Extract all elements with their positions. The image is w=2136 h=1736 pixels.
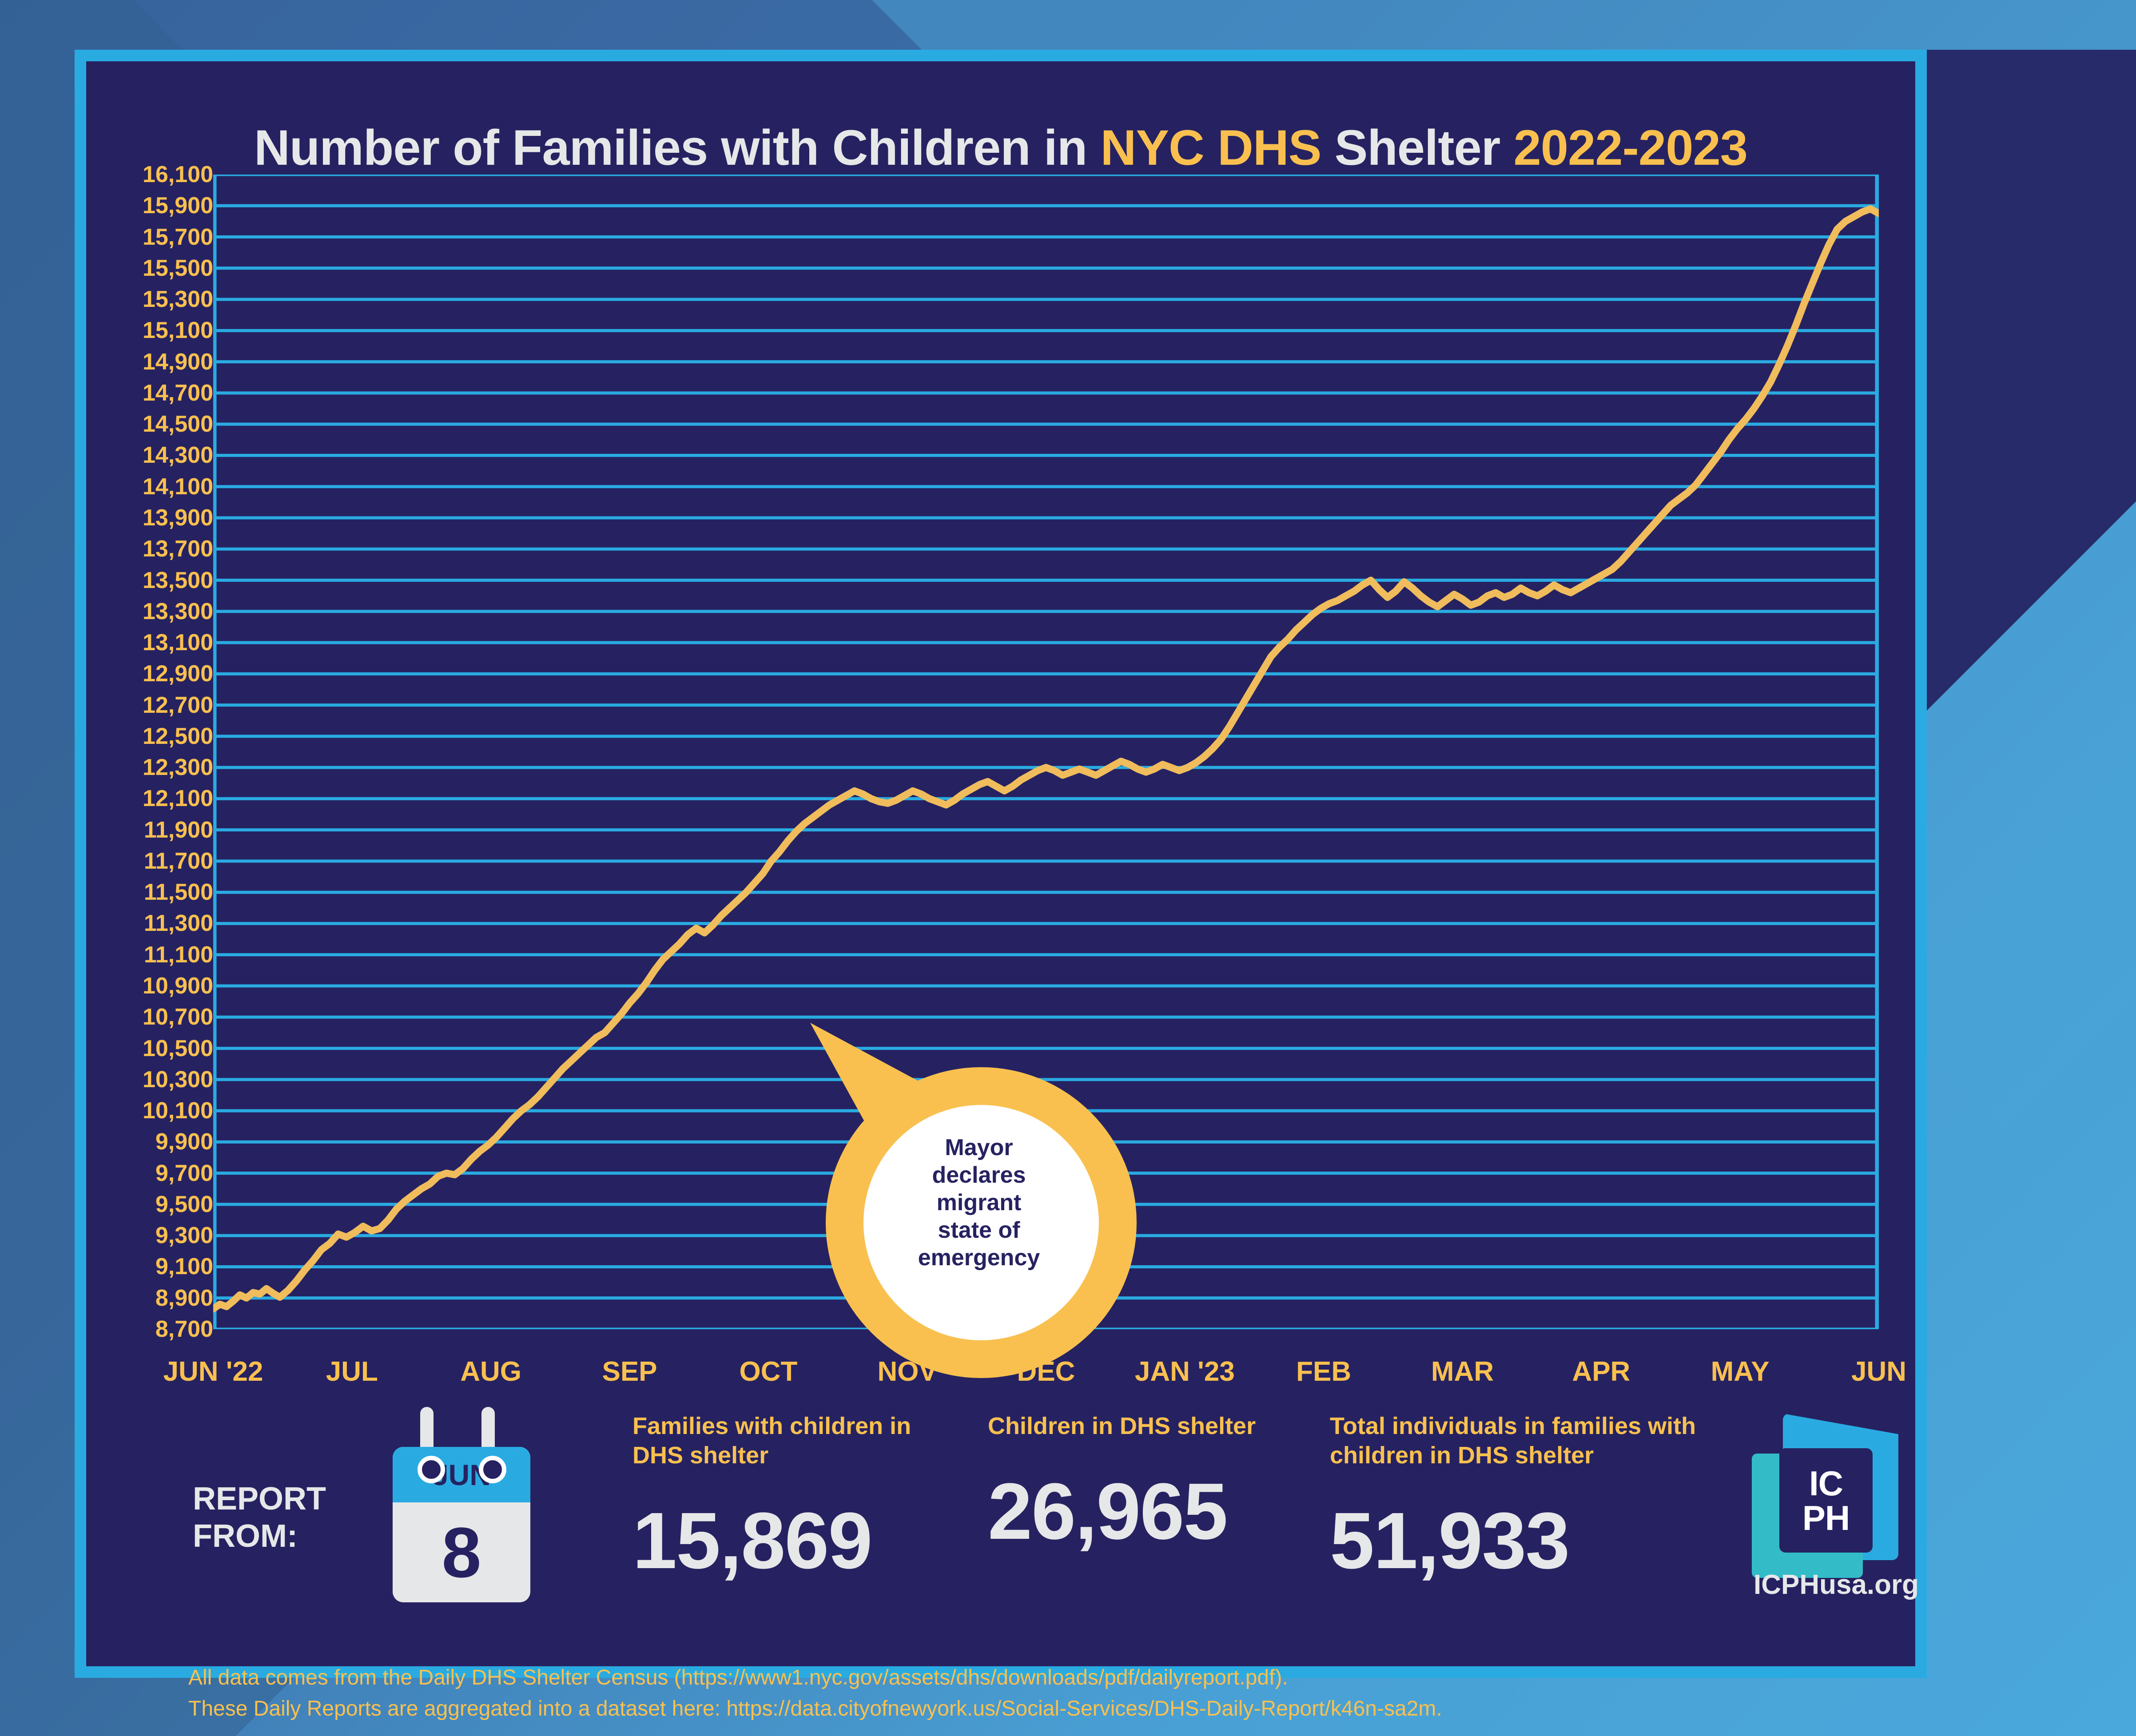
- y-axis-tick: 9,700: [155, 1160, 213, 1186]
- stat-total-value: 51,933: [1330, 1496, 1570, 1585]
- footer-source-note: All data comes from the Daily DHS Shelte…: [188, 1662, 1743, 1724]
- y-axis-tick: 15,900: [142, 193, 213, 219]
- calendar-hole-right: [479, 1456, 506, 1483]
- x-axis-tick: JUL: [326, 1356, 378, 1387]
- y-axis-tick: 11,300: [143, 910, 213, 937]
- stat-children-value: 26,965: [988, 1467, 1228, 1556]
- x-axis-labels: JUN '22 JUL AUG SEP OCT NOV DEC JAN '23 FEB MAR AP…: [163, 1356, 1907, 1396]
- y-axis-tick: 13,500: [142, 567, 213, 593]
- logo-navy-card: IC PH: [1779, 1448, 1873, 1553]
- stats-row: REPORT FROM: JUN 8 Families with childre…: [86, 1398, 1938, 1647]
- y-axis-tick: 11,500: [143, 879, 213, 906]
- title-part-1: Number of Families with Children in: [254, 120, 1101, 175]
- y-axis-tick: 11,700: [143, 848, 213, 874]
- footer-line-2: These Daily Reports are aggregated into …: [188, 1697, 1442, 1720]
- y-axis-tick: 12,900: [142, 661, 213, 687]
- x-axis-tick: NOV: [877, 1356, 937, 1387]
- x-axis-tick: APR: [1572, 1356, 1631, 1387]
- title-highlight-nyc-dhs: NYC DHS: [1100, 120, 1321, 175]
- y-axis-tick: 12,100: [142, 786, 213, 812]
- y-axis-tick: 9,500: [155, 1191, 213, 1217]
- report-from-label: REPORT FROM:: [193, 1480, 370, 1555]
- y-axis-tick: 14,900: [142, 349, 213, 375]
- plot-area: [213, 175, 1879, 1329]
- stat-families: Families with children in DHS shelter 15…: [632, 1411, 952, 1581]
- y-axis-tick: 13,300: [142, 598, 213, 624]
- y-axis-tick: 10,900: [142, 973, 213, 999]
- report-from-line-2: FROM:: [193, 1518, 298, 1554]
- y-axis-tick: 8,700: [155, 1316, 213, 1342]
- calendar-month: JUN: [393, 1447, 530, 1502]
- y-axis-tick: 10,100: [142, 1098, 213, 1124]
- y-axis-tick: 10,300: [142, 1066, 213, 1092]
- calendar-body: JUN 8: [393, 1447, 530, 1602]
- page-title: Number of Families with Children in NYC …: [86, 119, 1915, 176]
- main-panel: Number of Families with Children in NYC …: [75, 50, 1927, 1720]
- y-axis-tick: 8,900: [155, 1285, 213, 1311]
- y-axis-tick: 11,900: [143, 817, 213, 843]
- x-axis-tick: OCT: [739, 1356, 798, 1387]
- x-axis-tick: MAY: [1710, 1356, 1770, 1387]
- y-axis-tick: 12,500: [142, 723, 213, 749]
- y-axis-tick: 9,100: [155, 1254, 213, 1280]
- x-axis-tick: JUN '22: [163, 1356, 263, 1387]
- logo-text-ic: IC: [1809, 1463, 1843, 1503]
- x-axis-tick: AUG: [460, 1356, 522, 1387]
- y-axis-tick: 15,300: [142, 286, 213, 313]
- stat-total-individuals: Total individuals in families with child…: [1330, 1411, 1730, 1581]
- title-highlight-years: 2022-2023: [1513, 120, 1748, 175]
- y-axis-tick: 11,100: [143, 941, 213, 968]
- y-axis-tick: 13,900: [142, 505, 213, 531]
- y-axis-tick: 9,300: [155, 1223, 213, 1249]
- x-axis-tick: DEC: [1017, 1356, 1075, 1387]
- icph-logo[interactable]: IC PH ICPHusa.org: [1747, 1414, 1925, 1605]
- y-axis-tick: 14,300: [142, 442, 213, 469]
- y-axis-tick: 9,900: [155, 1129, 213, 1155]
- y-axis-tick: 13,700: [142, 536, 213, 562]
- y-axis-tick: 10,500: [142, 1035, 213, 1061]
- x-axis-tick: JAN '23: [1134, 1356, 1235, 1387]
- x-axis-tick: JUN: [1851, 1356, 1907, 1387]
- line-chart: 16,100 15,900 15,700 15,500 15,300 15,100 14,9…: [86, 163, 1915, 1409]
- x-axis-tick: FEB: [1296, 1356, 1352, 1387]
- y-axis-tick: 15,700: [142, 224, 213, 250]
- footer-line-1: All data comes from the Daily DHS Shelte…: [188, 1666, 1288, 1689]
- stat-families-value: 15,869: [632, 1496, 873, 1585]
- y-axis-tick: 15,100: [142, 318, 213, 344]
- stat-children: Children in DHS shelter 26,965: [988, 1411, 1272, 1552]
- x-axis-tick: SEP: [602, 1356, 657, 1387]
- y-axis-tick: 14,500: [142, 411, 213, 437]
- y-axis-labels: 16,100 15,900 15,700 15,500 15,300 15,100 14,9…: [86, 163, 213, 1341]
- stat-children-caption: Children in DHS shelter: [988, 1413, 1256, 1439]
- y-axis-tick: 12,700: [142, 692, 213, 718]
- y-axis-tick: 10,700: [142, 1004, 213, 1030]
- calendar-hole-left: [418, 1456, 445, 1483]
- title-part-2: Shelter: [1321, 120, 1514, 175]
- y-axis-tick: 15,500: [142, 255, 213, 281]
- plot-svg: [213, 175, 1879, 1329]
- stat-families-caption: Families with children in DHS shelter: [632, 1413, 911, 1469]
- calendar-day: 8: [442, 1512, 481, 1592]
- y-axis-tick: 16,100: [142, 162, 213, 187]
- report-from-line-1: REPORT: [193, 1481, 326, 1517]
- logo-text-ph: PH: [1802, 1498, 1850, 1537]
- x-axis-tick: MAR: [1431, 1356, 1494, 1387]
- stat-total-caption: Total individuals in families with child…: [1330, 1413, 1696, 1469]
- y-axis-tick: 13,100: [142, 630, 213, 656]
- y-axis-tick: 14,700: [142, 380, 213, 406]
- y-axis-tick: 14,100: [142, 473, 213, 500]
- y-axis-tick: 12,300: [142, 755, 213, 781]
- logo-url[interactable]: ICPHusa.org: [1753, 1569, 1919, 1600]
- calendar-icon: JUN 8: [393, 1407, 530, 1602]
